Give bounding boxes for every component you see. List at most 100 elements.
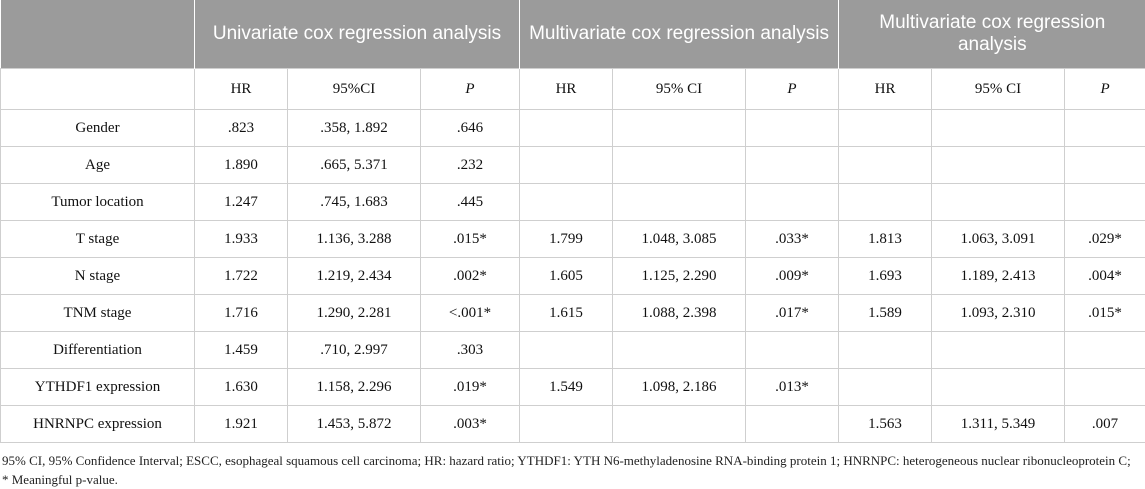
table-cell — [932, 147, 1065, 184]
table-cell: 1.605 — [520, 258, 613, 295]
table-cell — [932, 369, 1065, 406]
table-cell — [746, 184, 839, 221]
table-cell — [1065, 369, 1145, 406]
table-cell — [613, 406, 746, 443]
table-cell — [839, 110, 932, 147]
row-label: TNM stage — [1, 295, 195, 332]
subheader-cell: HR — [195, 69, 288, 110]
group-header-blank — [1, 0, 195, 69]
subheader-cell: 95% CI — [932, 69, 1065, 110]
table-cell: .019* — [421, 369, 520, 406]
table-cell: 1.799 — [520, 221, 613, 258]
table-cell: .745, 1.683 — [288, 184, 421, 221]
table-cell: 1.125, 2.290 — [613, 258, 746, 295]
table-cell: .445 — [421, 184, 520, 221]
subheader-cell: 95%CI — [288, 69, 421, 110]
row-label: T stage — [1, 221, 195, 258]
table-cell: 1.098, 2.186 — [613, 369, 746, 406]
table-cell: .015* — [421, 221, 520, 258]
table-cell: 1.716 — [195, 295, 288, 332]
table-cell: 1.615 — [520, 295, 613, 332]
table-cell: <.001* — [421, 295, 520, 332]
table-cell: .029* — [1065, 221, 1145, 258]
table-cell — [746, 147, 839, 184]
table-cell — [839, 332, 932, 369]
subheader-cell: P — [421, 69, 520, 110]
group-header-row: Univariate cox regression analysis Multi… — [1, 0, 1145, 69]
table-cell: 1.890 — [195, 147, 288, 184]
table-cell: 1.093, 2.310 — [932, 295, 1065, 332]
table-cell: 1.459 — [195, 332, 288, 369]
table-cell — [839, 369, 932, 406]
table-cell: .009* — [746, 258, 839, 295]
table-cell: .004* — [1065, 258, 1145, 295]
table-cell — [1065, 184, 1145, 221]
table-footnote: 95% CI, 95% Confidence Interval; ESCC, e… — [0, 443, 1141, 489]
table-cell: 1.453, 5.872 — [288, 406, 421, 443]
table-cell — [1065, 147, 1145, 184]
table-cell — [613, 332, 746, 369]
table-cell: 1.063, 3.091 — [932, 221, 1065, 258]
table-cell: .013* — [746, 369, 839, 406]
row-label: N stage — [1, 258, 195, 295]
table-cell: .665, 5.371 — [288, 147, 421, 184]
table-cell: 1.693 — [839, 258, 932, 295]
subheader-cell: HR — [839, 69, 932, 110]
table-cell — [746, 406, 839, 443]
table-cell: 1.247 — [195, 184, 288, 221]
cox-regression-table: Univariate cox regression analysis Multi… — [0, 0, 1145, 443]
table-cell — [520, 332, 613, 369]
table-cell — [839, 147, 932, 184]
table-cell: 1.158, 2.296 — [288, 369, 421, 406]
table-row: Gender.823.358, 1.892.646 — [1, 110, 1145, 147]
table-cell: .033* — [746, 221, 839, 258]
table-cell: 1.589 — [839, 295, 932, 332]
subheader-row: HR 95%CI P HR 95% CI P HR 95% CI P — [1, 69, 1145, 110]
table-cell — [932, 332, 1065, 369]
subheader-cell: 95% CI — [613, 69, 746, 110]
table-cell: 1.549 — [520, 369, 613, 406]
subheader-cell: P — [746, 69, 839, 110]
table-cell: .015* — [1065, 295, 1145, 332]
table-cell: 1.311, 5.349 — [932, 406, 1065, 443]
table-cell: .003* — [421, 406, 520, 443]
table-cell: .002* — [421, 258, 520, 295]
table-cell: 1.563 — [839, 406, 932, 443]
table-cell — [613, 110, 746, 147]
table-cell: .646 — [421, 110, 520, 147]
row-label: Age — [1, 147, 195, 184]
table-cell — [839, 184, 932, 221]
table-cell: .358, 1.892 — [288, 110, 421, 147]
table-cell: .232 — [421, 147, 520, 184]
table-cell — [746, 110, 839, 147]
table-cell: 1.290, 2.281 — [288, 295, 421, 332]
table-cell — [613, 147, 746, 184]
table-cell: .710, 2.997 — [288, 332, 421, 369]
table-cell — [520, 406, 613, 443]
table-cell: 1.048, 3.085 — [613, 221, 746, 258]
table-cell — [520, 110, 613, 147]
table-cell — [520, 184, 613, 221]
table-cell — [746, 332, 839, 369]
table-cell: 1.933 — [195, 221, 288, 258]
table-cell — [1065, 110, 1145, 147]
table-cell: 1.722 — [195, 258, 288, 295]
row-label: Differentiation — [1, 332, 195, 369]
row-label: Gender — [1, 110, 195, 147]
table-cell: .017* — [746, 295, 839, 332]
table-cell: 1.088, 2.398 — [613, 295, 746, 332]
table-cell — [520, 147, 613, 184]
row-label: YTHDF1 expression — [1, 369, 195, 406]
row-label: HNRNPC expression — [1, 406, 195, 443]
table-cell — [932, 184, 1065, 221]
table-cell: 1.921 — [195, 406, 288, 443]
